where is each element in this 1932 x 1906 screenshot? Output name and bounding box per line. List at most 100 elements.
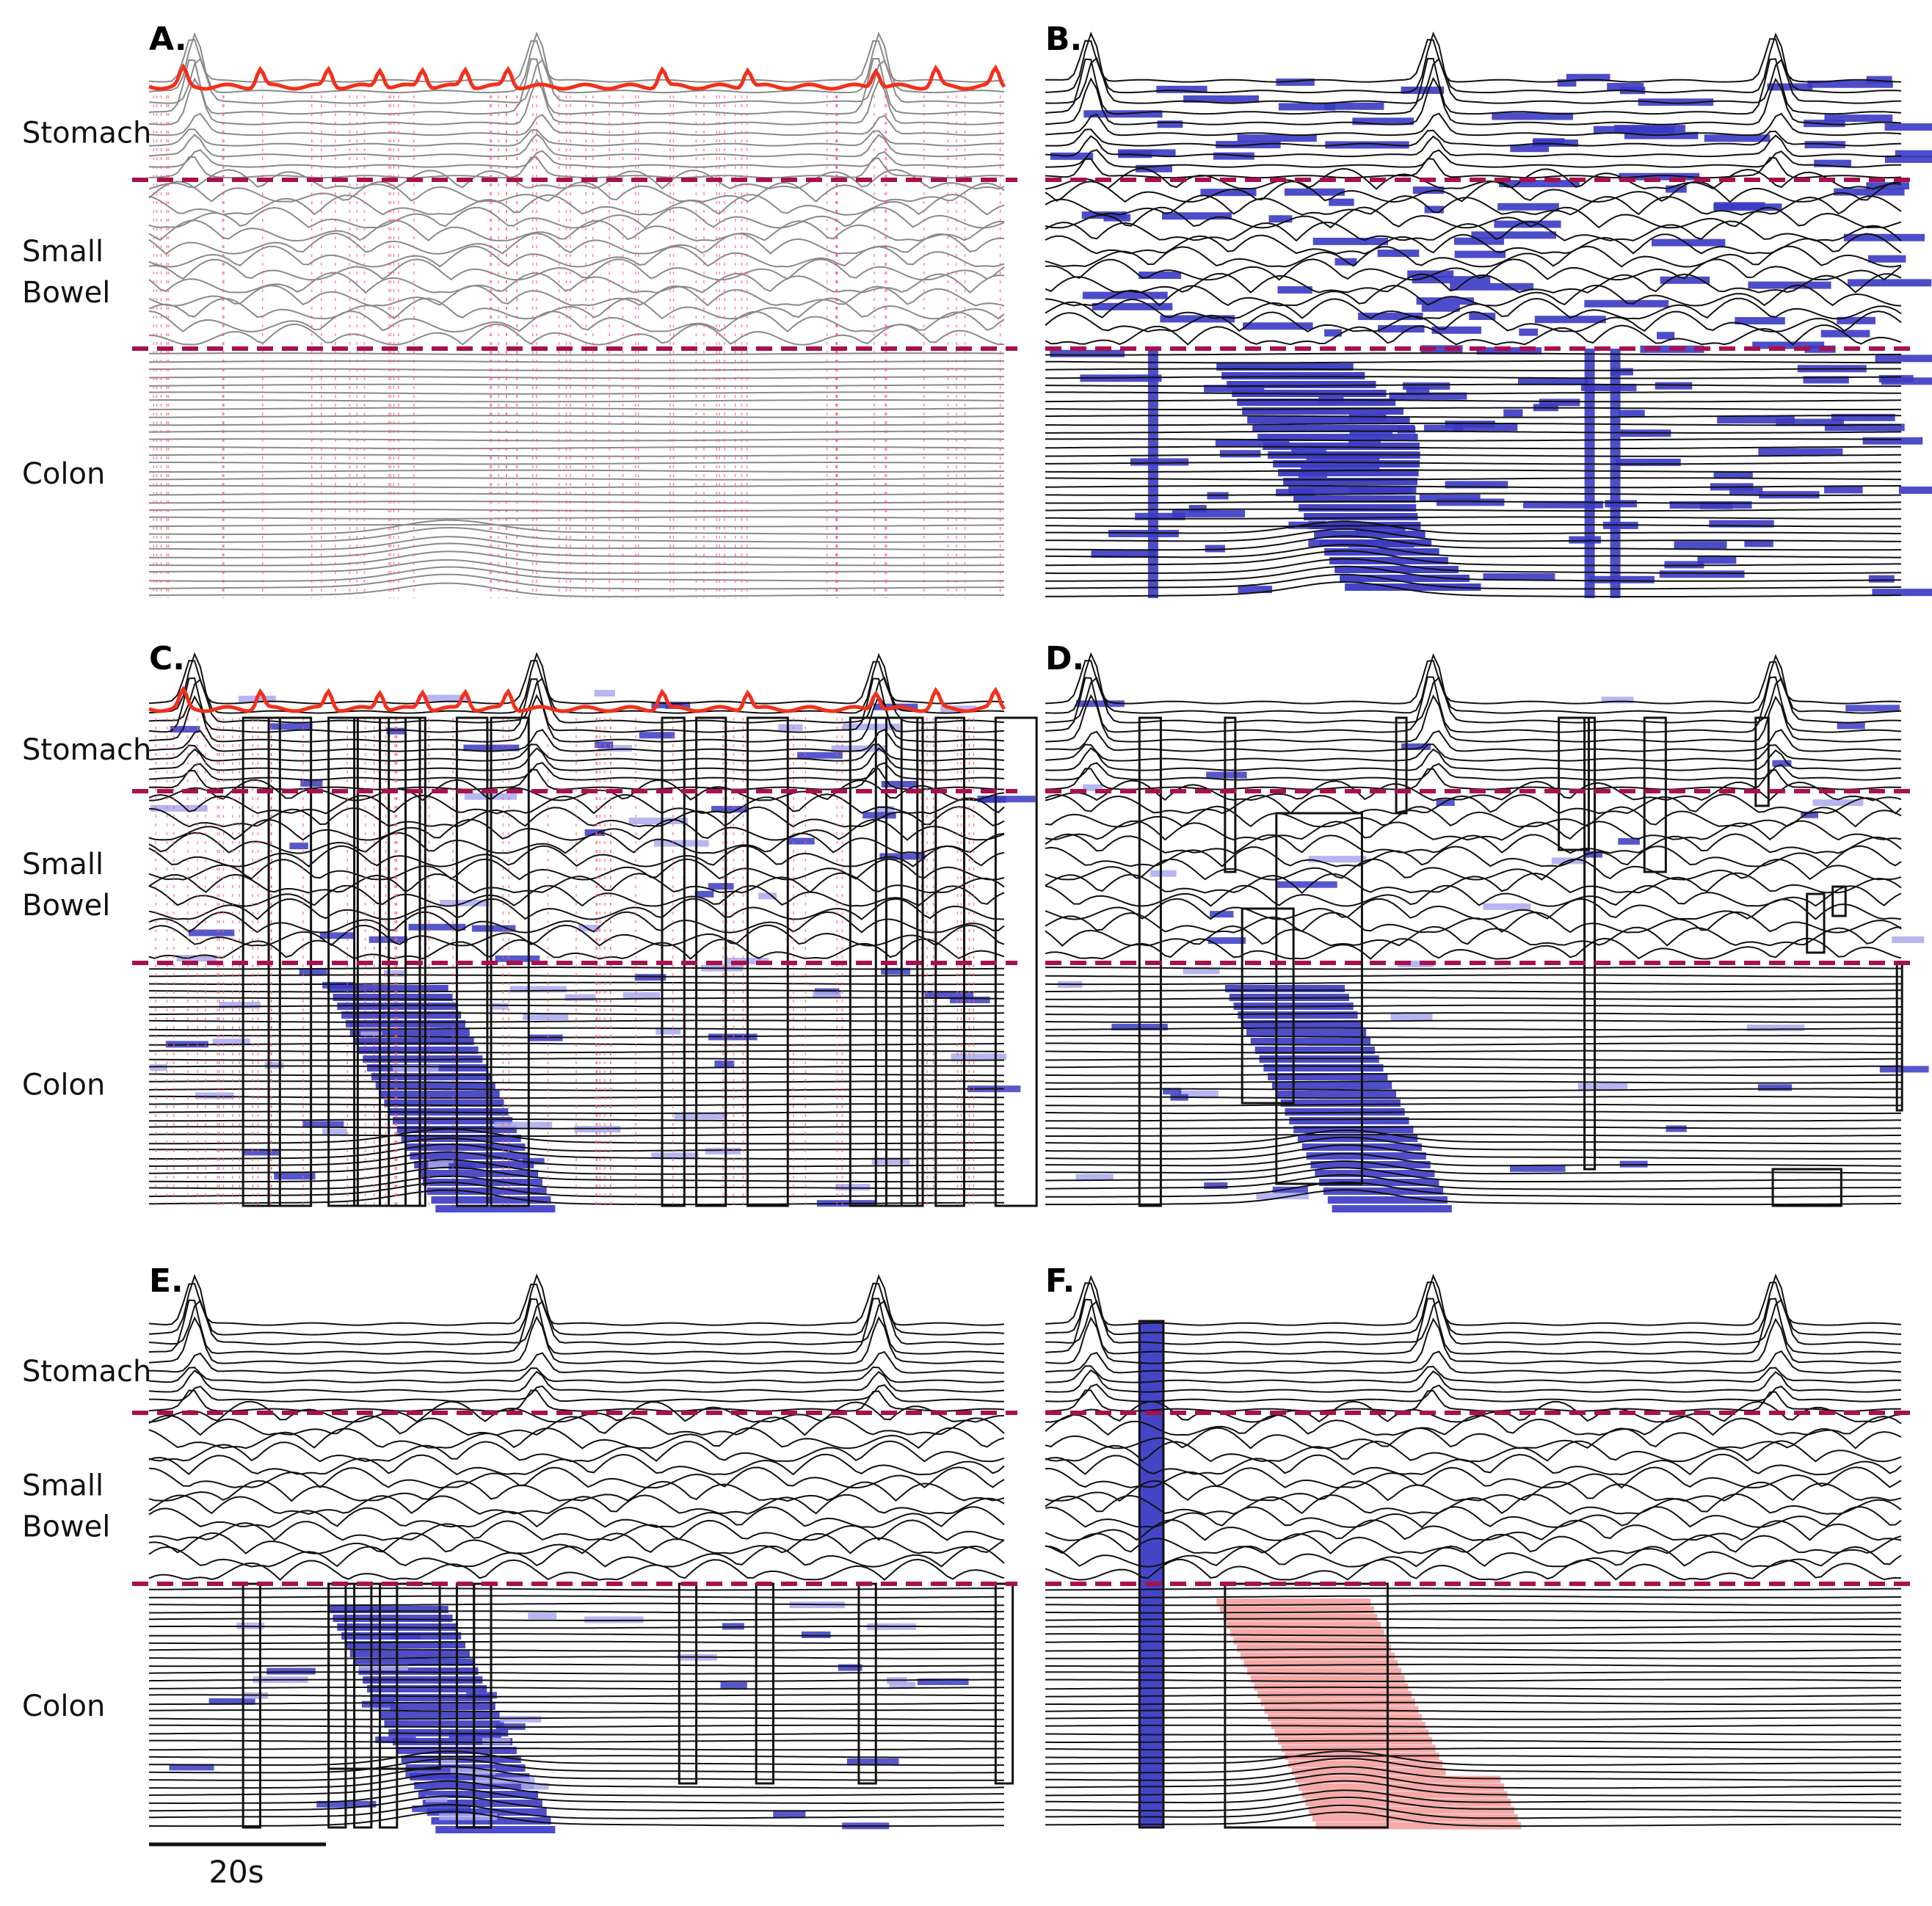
region-label-colon: Colon xyxy=(22,457,105,491)
stomach-trace xyxy=(1045,1365,1902,1383)
event-patch xyxy=(1138,272,1182,280)
event-patch xyxy=(1103,214,1131,222)
bowel-trace xyxy=(148,258,1005,281)
event-patch xyxy=(383,970,407,977)
stomach-trace xyxy=(148,1366,1005,1383)
stomach-trace xyxy=(148,694,1005,743)
region-labels: Stomach Small Bowel Colon Stomach Small Bowel C… xyxy=(22,117,151,1724)
event-patch xyxy=(1277,285,1312,294)
colon-trace xyxy=(1045,997,1901,1000)
bowel-trace xyxy=(148,169,1005,190)
colon-trace xyxy=(1045,516,1901,520)
event-patch xyxy=(375,1703,495,1710)
event-patch xyxy=(835,1184,871,1191)
detection-box xyxy=(994,1582,1014,1785)
colon-trace xyxy=(149,501,1004,504)
event-patch xyxy=(1824,486,1863,494)
event-patch xyxy=(838,1664,862,1671)
event-patch xyxy=(1471,231,1557,239)
event-patch xyxy=(1208,937,1246,945)
event-patch xyxy=(1157,120,1183,128)
panel-letter-c: C. xyxy=(149,640,185,677)
stomach-trace xyxy=(148,677,1005,733)
event-patch xyxy=(322,1128,347,1135)
colon-trace xyxy=(1045,391,1901,395)
event-patch xyxy=(977,796,1036,803)
event-patch xyxy=(509,986,567,993)
event-patch xyxy=(1476,347,1542,355)
event-patch xyxy=(1757,1084,1793,1091)
bowel-trace xyxy=(1045,258,1902,281)
colon-trace xyxy=(1045,415,1901,418)
event-patch xyxy=(1610,368,1633,376)
event-patch xyxy=(595,741,614,749)
event-patch xyxy=(1272,1186,1308,1193)
colon-trace xyxy=(149,1602,1004,1607)
event-patch xyxy=(410,1152,530,1160)
event-patch xyxy=(418,1170,539,1177)
event-patch xyxy=(1419,494,1481,502)
bowel-trace xyxy=(1045,845,1902,867)
event-patch xyxy=(1268,215,1293,223)
colon-trace xyxy=(1045,1739,1901,1743)
event-patch xyxy=(354,1659,474,1666)
event-patch xyxy=(426,1808,547,1816)
event-patch xyxy=(1240,1652,1395,1660)
colon-trace xyxy=(1045,508,1901,512)
summary-trace xyxy=(148,685,1006,713)
event-patch xyxy=(881,967,911,975)
colon-trace xyxy=(1045,1088,1901,1091)
event-patch xyxy=(1518,377,1588,385)
event-patch xyxy=(358,1047,479,1054)
event-patch xyxy=(1879,1066,1929,1073)
event-patch xyxy=(1243,1660,1398,1667)
event-patch xyxy=(1256,1193,1309,1200)
colon-trace xyxy=(1045,1004,1901,1008)
event-patch xyxy=(950,996,990,1003)
region-label-stomach: Stomach xyxy=(22,1355,151,1389)
stomach-trace xyxy=(1045,694,1902,743)
event-patch xyxy=(1213,152,1254,160)
bowel-trace xyxy=(148,1545,1005,1568)
event-patch xyxy=(1519,328,1539,336)
event-patch xyxy=(1219,1606,1374,1614)
panel-letter-e: E. xyxy=(149,1262,184,1300)
colon-trace xyxy=(1045,352,1901,356)
event-patch xyxy=(1454,250,1506,258)
event-patch xyxy=(881,781,918,788)
event-patch xyxy=(410,1773,530,1780)
event-patch xyxy=(1323,102,1384,110)
event-patch xyxy=(651,1152,699,1160)
panel-letter-f: F. xyxy=(1045,1262,1075,1300)
colon-trace xyxy=(1045,1110,1901,1114)
colon-trace xyxy=(149,1159,1004,1175)
event-patch xyxy=(1250,1038,1371,1045)
event-patch xyxy=(1177,1090,1219,1097)
bowel-trace xyxy=(1045,272,1902,294)
bowel-trace xyxy=(148,1453,1005,1476)
event-patch xyxy=(1744,539,1773,548)
event-patch xyxy=(500,1715,542,1723)
event-patch xyxy=(1312,237,1389,245)
colon-trace xyxy=(148,582,1004,597)
event-patch xyxy=(1206,771,1247,779)
event-patch xyxy=(1304,513,1418,520)
colon-trace xyxy=(148,1686,1004,1690)
colon-trace xyxy=(1045,1648,1901,1652)
bowel-trace xyxy=(1045,1532,1902,1555)
detection-box xyxy=(1771,1168,1842,1207)
stomach-trace xyxy=(1045,1383,1902,1403)
event-patch xyxy=(1219,450,1261,458)
event-patch xyxy=(1619,172,1700,181)
event-patch xyxy=(1884,155,1932,163)
stomach-trace xyxy=(148,660,1005,705)
event-patch xyxy=(1674,541,1727,549)
event-patch xyxy=(1607,82,1644,90)
event-patch xyxy=(1868,575,1895,583)
event-patch xyxy=(418,1791,539,1798)
colon-trace xyxy=(148,454,1004,457)
event-patch xyxy=(1697,556,1737,564)
bowel-trace xyxy=(1045,925,1902,947)
event-patch xyxy=(1401,743,1431,750)
event-patch xyxy=(354,1038,474,1045)
